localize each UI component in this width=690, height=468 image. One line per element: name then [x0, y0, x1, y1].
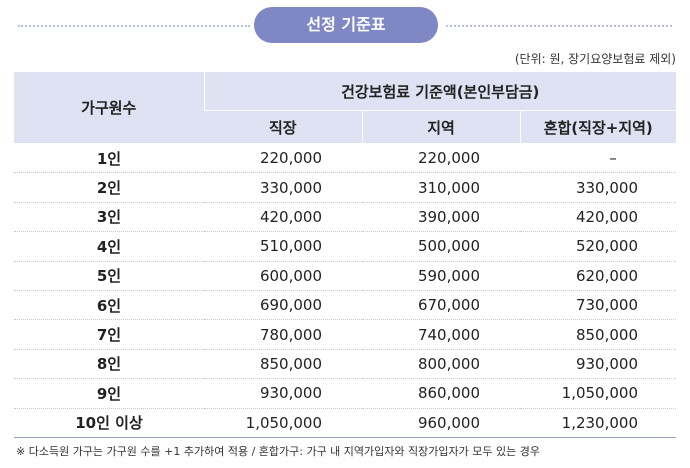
cell-household: 9인 [14, 378, 204, 409]
cell-household: 4인 [14, 231, 204, 262]
table-row: 4인 510,000 500,000 520,000 [14, 231, 676, 262]
cell-mixed: 850,000 [520, 319, 676, 350]
cell-mixed: 930,000 [520, 349, 676, 380]
criteria-table: 가구원수 건강보험료 기준액(본인부담금) 직장 지역 혼합(직장+지역) 1인… [14, 72, 676, 438]
table-row: 1인 220,000 220,000– [14, 143, 676, 174]
title-row: 선정 기준표 [0, 6, 690, 44]
cell-regional: 500,000 [362, 231, 520, 262]
cell-regional: 390,000 [362, 202, 520, 233]
cell-mixed: – [520, 143, 676, 174]
cell-mixed: 730,000 [520, 290, 676, 321]
title-divider-right [446, 25, 672, 27]
table-row: 9인 930,000 860,000 1,050,000 [14, 378, 676, 409]
cell-mixed: 1,230,000 [520, 408, 676, 438]
table-row: 3인 420,000 390,000 420,000 [14, 202, 676, 233]
cell-regional: 740,000 [362, 319, 520, 350]
page-title: 선정 기준표 [254, 7, 438, 43]
cell-employee: 1,050,000 [204, 408, 362, 438]
table-row: 7인 780,000 740,000 850,000 [14, 319, 676, 350]
cell-mixed: 1,050,000 [520, 378, 676, 409]
cell-mixed: 420,000 [520, 202, 676, 233]
cell-household: 5인 [14, 261, 204, 291]
cell-mixed: 620,000 [520, 261, 676, 291]
cell-household: 10인 이상 [14, 408, 204, 438]
cell-employee: 220,000 [204, 143, 362, 174]
header-mixed: 혼합(직장+지역) [519, 110, 676, 144]
cell-employee: 690,000 [204, 290, 362, 321]
cell-regional: 800,000 [362, 349, 520, 380]
cell-employee: 510,000 [204, 231, 362, 262]
cell-household: 2인 [14, 172, 204, 203]
cell-regional: 590,000 [362, 261, 520, 291]
cell-employee: 780,000 [204, 319, 362, 350]
cell-household: 8인 [14, 349, 204, 380]
cell-household: 3인 [14, 202, 204, 233]
cell-employee: 850,000 [204, 349, 362, 380]
cell-mixed: 520,000 [520, 231, 676, 262]
table-row: 2인 330,000 310,000 330,000 [14, 172, 676, 203]
table-body: 1인 220,000 220,000–2인 330,000 310,000 330,000… [14, 143, 676, 438]
title-divider-left [18, 25, 250, 27]
header-household: 가구원수 [14, 72, 204, 144]
table-row: 5인 600,000 590,000 620,000 [14, 261, 676, 291]
footnote: ※ 다소득원 가구는 가구원 수를 +1 추가하여 적용 / 혼합가구: 가구 … [16, 445, 540, 458]
cell-household: 1인 [14, 143, 204, 174]
cell-household: 7인 [14, 319, 204, 350]
cell-mixed: 330,000 [520, 172, 676, 203]
header-premium-group: 건강보험료 기준액(본인부담금) [203, 72, 676, 111]
cell-employee: 600,000 [204, 261, 362, 291]
unit-note: (단위: 원, 장기요양보험료 제외) [514, 52, 676, 66]
table-row: 8인 850,000 800,000 930,000 [14, 349, 676, 380]
table-row: 6인 690,000 670,000 730,000 [14, 290, 676, 321]
cell-household: 6인 [14, 290, 204, 321]
cell-regional: 670,000 [362, 290, 520, 321]
cell-employee: 330,000 [204, 172, 362, 203]
cell-regional: 310,000 [362, 172, 520, 203]
cell-regional: 220,000 [362, 143, 520, 174]
cell-regional: 960,000 [362, 408, 520, 438]
cell-employee: 420,000 [204, 202, 362, 233]
table-row: 10인 이상 1,050,000 960,000 1,230,000 [14, 408, 676, 438]
table-header: 가구원수 건강보험료 기준액(본인부담금) 직장 지역 혼합(직장+지역) [14, 72, 676, 144]
header-regional: 지역 [361, 110, 520, 144]
cell-regional: 860,000 [362, 378, 520, 409]
header-employee: 직장 [204, 110, 362, 144]
cell-employee: 930,000 [204, 378, 362, 409]
